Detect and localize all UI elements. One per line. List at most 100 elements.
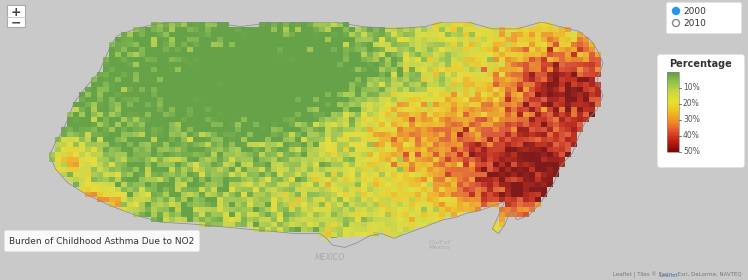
Bar [175, 112, 181, 117]
Bar [337, 132, 343, 137]
Bar [421, 147, 426, 152]
Bar [511, 172, 517, 177]
Bar [493, 142, 499, 147]
Bar [73, 147, 79, 152]
Bar [403, 182, 408, 187]
Bar [403, 47, 408, 52]
Bar [427, 137, 432, 142]
Bar [511, 202, 517, 207]
Bar [271, 167, 277, 172]
Bar [157, 147, 163, 152]
Bar [457, 72, 463, 77]
Bar [187, 127, 193, 132]
Bar [259, 207, 265, 212]
Bar [409, 177, 414, 182]
Bar [271, 52, 277, 57]
Bar [223, 92, 229, 97]
Bar [289, 192, 295, 197]
Bar [571, 37, 577, 42]
Bar [325, 117, 331, 122]
Bar [121, 122, 126, 127]
Bar [73, 112, 79, 117]
Bar [451, 67, 457, 72]
Bar [229, 217, 235, 222]
Bar [319, 137, 325, 142]
Text: 10%: 10% [683, 83, 699, 92]
Bar [169, 187, 175, 192]
Bar [79, 117, 85, 122]
Bar [175, 77, 181, 82]
Bar [349, 127, 355, 132]
Bar [445, 187, 451, 192]
Bar [361, 222, 367, 227]
Bar [445, 177, 451, 182]
Bar [247, 52, 253, 57]
Bar [553, 117, 559, 122]
Bar [289, 47, 295, 52]
Bar [529, 112, 535, 117]
Bar [115, 52, 120, 57]
Bar [85, 112, 91, 117]
Bar [331, 212, 337, 217]
Bar [193, 62, 199, 67]
Bar [277, 112, 283, 117]
Bar [265, 127, 271, 132]
Bar [421, 32, 426, 37]
Bar [481, 182, 487, 187]
Bar [415, 212, 420, 217]
Bar [421, 42, 426, 47]
Bar [169, 212, 175, 217]
Bar [361, 47, 367, 52]
Bar [553, 147, 559, 152]
Bar [229, 142, 235, 147]
Bar [373, 142, 378, 147]
Bar [217, 142, 223, 147]
Bar [211, 207, 217, 212]
Bar [379, 187, 384, 192]
Bar [517, 77, 523, 82]
Bar [277, 22, 283, 27]
Bar [337, 227, 343, 232]
Bar [445, 72, 451, 77]
Bar [217, 217, 223, 222]
Bar [169, 122, 175, 127]
Bar [181, 177, 187, 182]
Bar [187, 97, 193, 102]
Bar [199, 62, 205, 67]
Bar [199, 162, 205, 167]
Bar [301, 142, 307, 147]
Bar [145, 47, 150, 52]
Bar [511, 42, 517, 47]
Bar [463, 117, 469, 122]
Bar [583, 67, 589, 72]
Bar [121, 107, 126, 112]
Bar [277, 142, 283, 147]
Bar [481, 57, 487, 62]
Bar [289, 147, 295, 152]
Bar [553, 97, 559, 102]
Bar [397, 187, 402, 192]
Bar [397, 147, 402, 152]
Bar [529, 77, 535, 82]
Bar [493, 32, 499, 37]
Bar [241, 132, 247, 137]
Bar [175, 162, 181, 167]
Bar [265, 137, 271, 142]
Bar [295, 72, 301, 77]
Bar [133, 77, 138, 82]
Bar [361, 82, 367, 87]
Bar [331, 242, 337, 247]
Bar [667, 84, 679, 85]
Bar [571, 97, 577, 102]
Bar [523, 92, 529, 97]
Bar [145, 117, 150, 122]
Bar [247, 142, 253, 147]
Bar [409, 52, 414, 57]
Bar [187, 52, 193, 57]
Bar [361, 52, 367, 57]
Bar [535, 22, 541, 27]
Bar [403, 147, 408, 152]
Bar [163, 197, 169, 202]
Bar [535, 127, 541, 132]
Bar [355, 47, 361, 52]
